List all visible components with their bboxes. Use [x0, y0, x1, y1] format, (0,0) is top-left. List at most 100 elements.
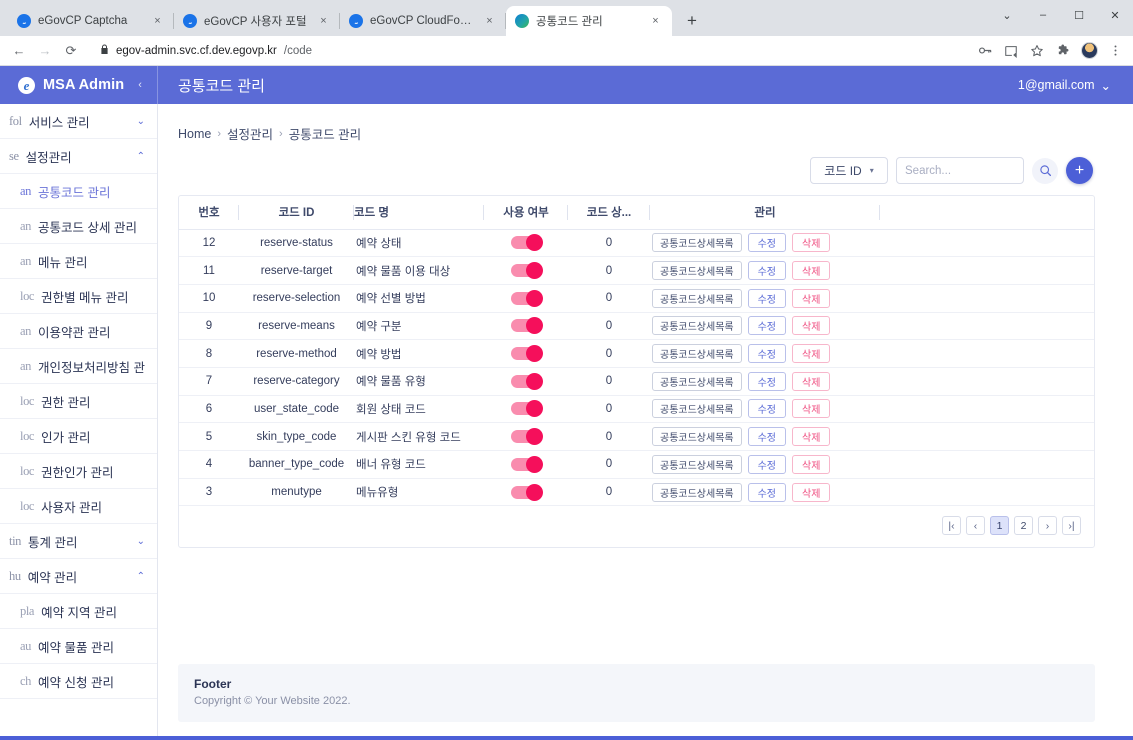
detail-list-button[interactable]: 공통코드상세목록 [652, 482, 742, 502]
edit-button[interactable]: 수정 [747, 482, 787, 502]
cell-use-toggle[interactable] [484, 229, 568, 258]
column-header-code-state[interactable]: 코드 상... [568, 196, 650, 230]
sidebar-item-11[interactable]: loc 사용자 관리 [0, 489, 157, 524]
sidebar-item-7[interactable]: an 개인정보처리방침 관 [0, 349, 157, 384]
cell-use-toggle[interactable] [484, 422, 568, 451]
toggle-switch[interactable] [510, 234, 543, 252]
delete-button[interactable]: 삭제 [792, 316, 831, 336]
sidebar-item-10[interactable]: loc 권한인가 관리 [0, 454, 157, 489]
cast-icon[interactable] [999, 39, 1023, 63]
detail-list-button[interactable]: 공통코드상세목록 [652, 316, 742, 336]
browser-tab[interactable]: eGovCP CloudFoundry × [340, 6, 506, 36]
toggle-switch[interactable] [510, 345, 543, 363]
toggle-switch[interactable] [510, 455, 543, 473]
detail-list-button[interactable]: 공통코드상세목록 [652, 427, 742, 447]
sidebar-item-8[interactable]: loc 권한 관리 [0, 384, 157, 419]
column-header-no[interactable]: 번호 [179, 196, 239, 230]
table-row[interactable]: 12 reserve-status 예약 상태 0 공통코드상세목록 수정 삭제 [179, 229, 1094, 258]
pagination-page-2[interactable]: 2 [1014, 516, 1033, 536]
chrome-menu-icon[interactable] [1103, 39, 1127, 63]
table-row[interactable]: 3 menutype 메뉴유형 0 공통코드상세목록 수정 삭제 [179, 478, 1094, 507]
sidebar-item-12[interactable]: tin 통계 관리 ⌄ [0, 524, 157, 559]
table-row[interactable]: 6 user_state_code 회원 상태 코드 0 공통코드상세목록 수정 삭제 [179, 395, 1094, 424]
toggle-switch[interactable] [510, 289, 543, 307]
edit-button[interactable]: 수정 [747, 316, 787, 336]
cell-use-toggle[interactable] [484, 367, 568, 396]
sidebar-item-16[interactable]: ch 예약 신청 관리 [0, 664, 157, 699]
sidebar-item-9[interactable]: loc 인가 관리 [0, 419, 157, 454]
cell-use-toggle[interactable] [484, 312, 568, 341]
pagination-last[interactable]: ›| [1062, 516, 1081, 536]
detail-list-button[interactable]: 공통코드상세목록 [652, 233, 742, 253]
toggle-switch[interactable] [510, 483, 543, 501]
forward-icon[interactable]: → [38, 43, 52, 58]
brand-block[interactable]: e MSA Admin ‹ [0, 66, 158, 104]
toggle-switch[interactable] [510, 372, 543, 390]
toggle-switch[interactable] [510, 317, 543, 335]
profile-avatar[interactable] [1077, 39, 1101, 63]
detail-list-button[interactable]: 공통코드상세목록 [652, 344, 742, 364]
cell-use-toggle[interactable] [484, 256, 568, 285]
browser-tab[interactable]: eGovCP 사용자 포털 × [174, 6, 340, 36]
add-button[interactable]: + [1066, 157, 1093, 184]
delete-button[interactable]: 삭제 [792, 399, 831, 419]
sidebar-item-4[interactable]: an 메뉴 관리 [0, 244, 157, 279]
address-bar[interactable]: egov-admin.svc.cf.dev.egovp.kr/code [90, 40, 967, 62]
cell-use-toggle[interactable] [484, 450, 568, 479]
detail-list-button[interactable]: 공통코드상세목록 [652, 454, 742, 474]
delete-button[interactable]: 삭제 [792, 454, 831, 474]
delete-button[interactable]: 삭제 [792, 344, 831, 364]
sidebar-item-2[interactable]: an 공통코드 관리 [0, 174, 157, 209]
table-row[interactable]: 4 banner_type_code 배너 유형 코드 0 공통코드상세목록 수정 삭제 [179, 450, 1094, 479]
pagination-next[interactable]: › [1038, 516, 1057, 536]
column-header-code-name[interactable]: 코드 명 [354, 196, 484, 230]
table-row[interactable]: 9 reserve-means 예약 구분 0 공통코드상세목록 수정 삭제 [179, 312, 1094, 341]
delete-button[interactable]: 삭제 [792, 233, 831, 253]
close-window-button[interactable]: ✕ [1110, 9, 1120, 22]
chevron-icon[interactable]: ⌄ [136, 115, 145, 127]
chevron-icon[interactable]: ⌃ [136, 150, 145, 162]
toggle-switch[interactable] [510, 400, 543, 418]
edit-button[interactable]: 수정 [747, 371, 787, 391]
tab-search-icon[interactable]: ⌄ [1002, 9, 1012, 22]
sidebar-item-15[interactable]: au 예약 물품 관리 [0, 629, 157, 664]
search-input[interactable] [896, 157, 1024, 184]
browser-tab[interactable]: eGovCP Captcha × [8, 6, 174, 36]
breadcrumb-item-home[interactable]: Home [178, 126, 212, 141]
delete-button[interactable]: 삭제 [792, 371, 831, 391]
tab-close-icon[interactable]: × [652, 14, 659, 27]
table-row[interactable]: 7 reserve-category 예약 물품 유형 0 공통코드상세목록 수정 삭제 [179, 367, 1094, 396]
edit-button[interactable]: 수정 [747, 344, 787, 364]
filter-field-select[interactable]: 코드 ID ▾ [810, 157, 888, 184]
toggle-switch[interactable] [510, 428, 543, 446]
key-icon[interactable] [973, 39, 997, 63]
bookmark-star-icon[interactable] [1025, 39, 1049, 63]
delete-button[interactable]: 삭제 [792, 288, 831, 308]
delete-button[interactable]: 삭제 [792, 482, 831, 502]
search-button[interactable] [1032, 157, 1058, 184]
cell-use-toggle[interactable] [484, 478, 568, 507]
detail-list-button[interactable]: 공통코드상세목록 [652, 371, 742, 391]
extensions-puzzle-icon[interactable] [1051, 39, 1075, 63]
detail-list-button[interactable]: 공통코드상세목록 [652, 288, 742, 308]
cell-use-toggle[interactable] [484, 284, 568, 313]
pagination-prev[interactable]: ‹ [966, 516, 985, 536]
column-header-code-id[interactable]: 코드 ID [239, 196, 354, 230]
sidebar-item-14[interactable]: pla 예약 지역 관리 [0, 594, 157, 629]
column-header-use[interactable]: 사용 여부 [484, 196, 568, 230]
pagination-first[interactable]: |‹ [942, 516, 961, 536]
table-row[interactable]: 10 reserve-selection 예약 선별 방법 0 공통코드상세목록 수정 삭제 [179, 284, 1094, 313]
browser-tab[interactable]: 공통코드 관리 × [506, 6, 672, 36]
table-row[interactable]: 8 reserve-method 예약 방법 0 공통코드상세목록 수정 삭제 [179, 339, 1094, 368]
sidebar-item-3[interactable]: an 공통코드 상세 관리 [0, 209, 157, 244]
chevron-icon[interactable]: ⌃ [136, 570, 145, 582]
reload-icon[interactable]: ⟳ [65, 42, 77, 58]
detail-list-button[interactable]: 공통코드상세목록 [652, 399, 742, 419]
cell-use-toggle[interactable] [484, 339, 568, 368]
sidebar-item-0[interactable]: fol 서비스 관리 ⌄ [0, 104, 157, 139]
tab-close-icon[interactable]: × [486, 14, 493, 27]
edit-button[interactable]: 수정 [747, 261, 787, 281]
edit-button[interactable]: 수정 [747, 427, 787, 447]
detail-list-button[interactable]: 공통코드상세목록 [652, 261, 742, 281]
user-menu[interactable]: 1@gmail.com ⌄ [1018, 66, 1133, 104]
